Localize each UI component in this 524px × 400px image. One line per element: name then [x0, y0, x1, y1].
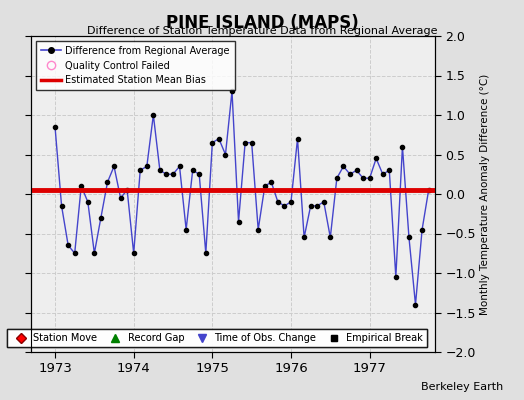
Legend: Station Move, Record Gap, Time of Obs. Change, Empirical Break: Station Move, Record Gap, Time of Obs. C…	[7, 329, 427, 347]
Text: PINE ISLAND (MAPS): PINE ISLAND (MAPS)	[166, 14, 358, 32]
Text: Difference of Station Temperature Data from Regional Average: Difference of Station Temperature Data f…	[87, 26, 437, 36]
Text: Berkeley Earth: Berkeley Earth	[421, 382, 503, 392]
Y-axis label: Monthly Temperature Anomaly Difference (°C): Monthly Temperature Anomaly Difference (…	[480, 73, 490, 315]
